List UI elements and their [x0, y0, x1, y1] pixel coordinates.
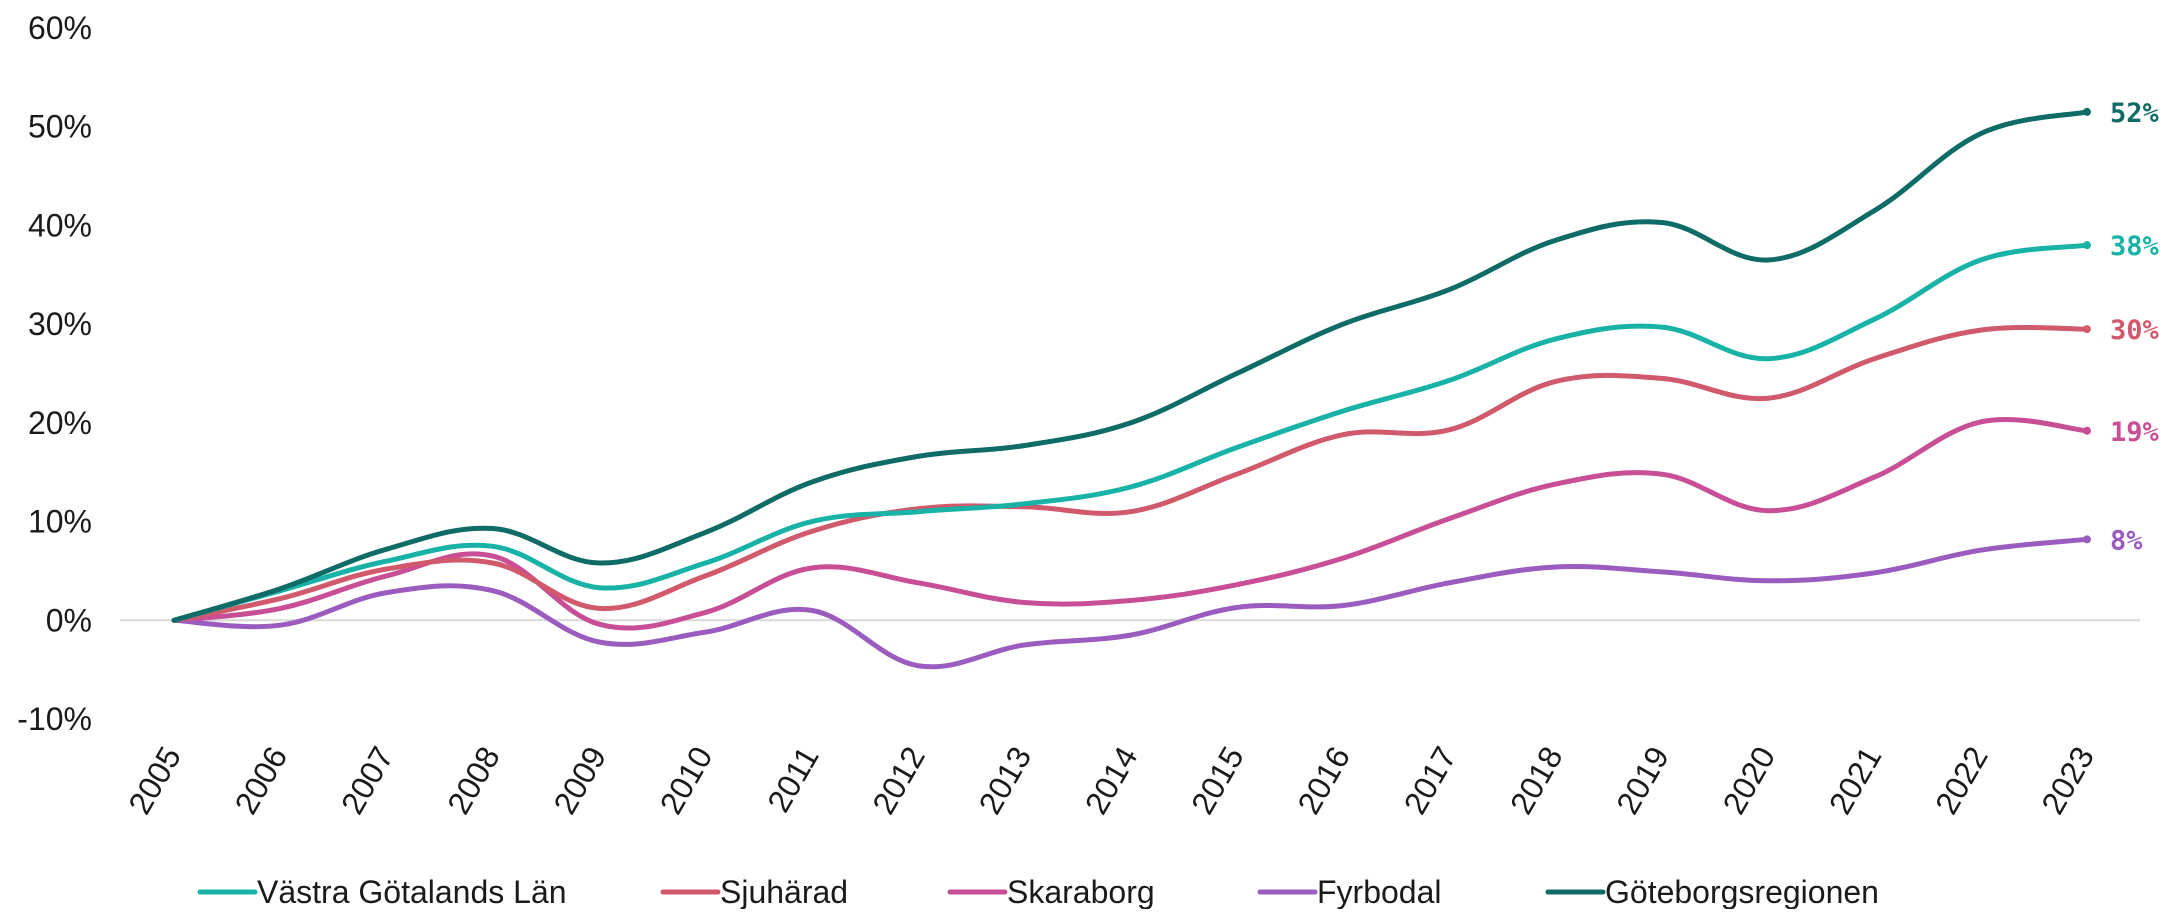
end-value-label: 52%	[2110, 98, 2160, 129]
x-axis-ticks: 2005 2006 2007 2008 2009 2010 2011 2012 2013 2014…	[121, 741, 2101, 821]
x-tick-label: 2005	[121, 741, 188, 821]
legend-label: Sjuhärad	[720, 874, 848, 909]
x-tick-label: 2014	[1078, 741, 1145, 821]
legend-item: Fyrbodal	[1257, 874, 1442, 910]
y-tick-label: 40%	[28, 207, 92, 243]
series-end-point	[2083, 325, 2091, 334]
series-line-g-teborgsregionen	[171, 109, 2090, 623]
legend-label: Göteborgsregionen	[1605, 874, 1879, 909]
x-tick-label: 2022	[1928, 741, 1995, 821]
legend-item: Göteborgsregionen	[1545, 874, 1879, 910]
x-tick-label: 2017	[1397, 741, 1464, 821]
x-tick-label: 2007	[334, 741, 401, 821]
x-tick-label: 2019	[1609, 741, 1676, 821]
y-tick-label: 30%	[28, 306, 92, 342]
x-tick-label: 2023	[2034, 741, 2101, 821]
y-tick-label: 50%	[28, 109, 92, 145]
legend-label: Skaraborg	[1007, 874, 1155, 909]
y-tick-label: -10%	[17, 701, 92, 737]
x-tick-label: 2021	[1822, 741, 1889, 821]
legend-label: Fyrbodal	[1317, 874, 1442, 909]
end-labels: 38% 30% 19% 8% 52%	[2110, 98, 2160, 556]
x-tick-label: 2020	[1715, 741, 1782, 821]
x-tick-label: 2013	[972, 741, 1039, 821]
x-tick-label: 2012	[865, 741, 932, 821]
series-end-point	[2083, 107, 2091, 116]
legend-item: Skaraborg	[947, 874, 1155, 910]
legend-label: Västra Götalands Län	[257, 874, 567, 909]
y-tick-label: 0%	[46, 602, 92, 638]
series-end-point	[2083, 535, 2091, 544]
series-end-point	[2083, 426, 2091, 435]
x-tick-label: 2006	[228, 741, 295, 821]
y-axis-ticks: -10% 0% 10% 20% 30% 40% 50% 60%	[17, 10, 92, 737]
series-end-point	[2083, 241, 2091, 250]
legend: Västra Götalands Län Sjuhärad Skaraborg Fyr…	[197, 874, 1879, 910]
x-tick-label: 2008	[440, 741, 507, 821]
y-tick-label: 10%	[28, 504, 92, 540]
x-tick-label: 2011	[760, 741, 826, 819]
series-line-v-stra-g-talands-l-n	[171, 242, 2090, 623]
series-line-fyrbodal	[171, 536, 2090, 670]
legend-item: Sjuhärad	[660, 874, 848, 910]
series-line-skaraborg	[171, 416, 2090, 631]
legend-item: Västra Götalands Län	[197, 874, 567, 910]
x-tick-label: 2018	[1503, 741, 1570, 821]
series-lines	[171, 107, 2091, 670]
end-value-label: 30%	[2110, 315, 2160, 346]
series-line-sjuh-rad	[171, 324, 2090, 623]
x-tick-label: 2010	[653, 741, 720, 821]
x-tick-label: 2016	[1290, 741, 1357, 821]
y-tick-label: 20%	[28, 405, 92, 441]
x-tick-label: 2009	[546, 741, 613, 821]
end-value-label: 19%	[2110, 417, 2160, 448]
x-tick-label: 2015	[1184, 741, 1251, 821]
y-tick-label: 60%	[28, 10, 92, 46]
end-value-label: 8%	[2110, 525, 2143, 556]
end-value-label: 38%	[2110, 231, 2160, 262]
